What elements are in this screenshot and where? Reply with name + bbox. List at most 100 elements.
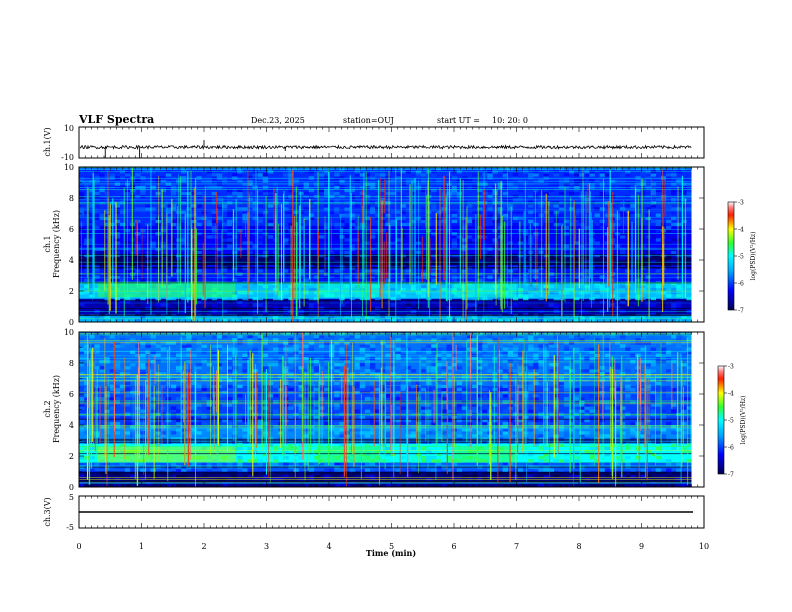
spectrogram-cell [140, 229, 146, 233]
spectrogram-cell [160, 443, 167, 447]
spectrogram-cell [584, 287, 590, 292]
spectrogram-cell [293, 318, 299, 322]
spectrogram-cell [456, 390, 463, 395]
spectrogram-cell [272, 449, 279, 454]
spectrogram-cell [257, 173, 264, 177]
spectrogram-cell [681, 188, 687, 193]
spectrogram-cell [84, 446, 90, 451]
spectrogram-cell [359, 347, 366, 351]
spectrogram-cell [140, 462, 146, 466]
spectrogram-cell [181, 344, 187, 348]
spectrogram-cell [620, 256, 626, 261]
spectrogram-cell [354, 318, 361, 322]
spectrogram-cell [528, 210, 534, 214]
spectrogram-cell [502, 384, 509, 389]
spectrogram-cell [288, 188, 294, 193]
spectrogram-cell [456, 381, 463, 385]
spectrogram-cell [517, 241, 524, 245]
spectrogram-cell [676, 294, 682, 298]
spectrogram-cell [324, 191, 330, 196]
spectrogram-cell [339, 167, 345, 171]
spectrogram-cell [298, 216, 304, 220]
spectrogram-cell [477, 309, 483, 313]
spectrogram-cell [477, 207, 483, 211]
spectrogram-cell [293, 409, 299, 413]
spectrogram-cell [645, 253, 651, 258]
spectrogram-cell [477, 204, 483, 208]
spectrogram-cell [124, 353, 131, 358]
spectrogram-cell [334, 390, 340, 395]
spectrogram-cell [405, 415, 412, 420]
spectrogram-cell [308, 303, 315, 307]
spectrogram-cell [247, 241, 253, 245]
spectrogram-cell [324, 366, 330, 370]
spectrogram-cell [298, 449, 304, 454]
spectrogram-cell [359, 381, 366, 385]
spectrogram-cell [482, 315, 488, 320]
spectrogram-cell [232, 474, 238, 478]
spectrogram-cell [334, 431, 340, 435]
spectrogram-cell [262, 347, 269, 351]
spectrogram-cell [201, 387, 207, 392]
spectrogram-cell [477, 229, 483, 233]
spectrogram-cell [165, 297, 172, 301]
spectrogram-cell [181, 210, 187, 214]
spectrogram-cell [410, 250, 417, 255]
spectrogram-cell [196, 216, 202, 220]
spectrogram-cell [318, 359, 325, 364]
spectrogram-cell [252, 173, 258, 177]
spectrogram-cell [400, 315, 406, 320]
spectrogram-cell [109, 471, 116, 475]
spectrogram-cell [660, 287, 667, 292]
spectrogram-cell [369, 431, 376, 435]
spectrogram-cell [614, 167, 621, 171]
spectrogram-cell [400, 415, 406, 420]
spectrogram-cell [461, 179, 468, 183]
spectrogram-cell [84, 456, 90, 460]
spectrogram-cell [175, 474, 182, 478]
spectrogram-cell [104, 179, 110, 183]
spectrogram-cell [548, 229, 554, 233]
spectrogram-cell [420, 229, 427, 233]
spectrogram-cell [344, 384, 350, 389]
spectrogram-cell [558, 213, 565, 217]
spectrogram-cell [227, 409, 233, 413]
spectrogram-cell [339, 219, 345, 224]
spectrogram-cell [344, 434, 350, 438]
spectrogram-cell [400, 219, 406, 224]
spectrogram-cell [237, 250, 243, 255]
spectrogram-cell [461, 428, 468, 432]
spectrogram-cell [569, 207, 575, 211]
spectrogram-cell [262, 179, 269, 183]
spectrogram-cell [390, 303, 396, 307]
spectrogram-cell [79, 338, 85, 342]
spectrogram-cell [242, 428, 248, 432]
spectrogram-cell [579, 309, 585, 313]
spectrogram-cell [119, 403, 126, 407]
spectrogram-cell [451, 269, 458, 273]
spectrogram-cell [599, 300, 606, 304]
spectrogram-cell [211, 256, 218, 261]
spectrogram-cell [405, 474, 412, 478]
spectrogram-cell [466, 394, 473, 398]
spectrogram-cell [175, 359, 182, 364]
spectrogram-cell [344, 188, 350, 193]
spectrogram-cell [620, 312, 626, 317]
spectrogram-cell [196, 167, 202, 171]
spectrogram-cell [318, 443, 325, 447]
spectrogram-cell [262, 452, 269, 457]
spectrogram-cell [558, 167, 565, 171]
spectrogram-cell [221, 179, 228, 183]
spectrogram-cell [114, 372, 121, 376]
spectrogram-cell [170, 350, 177, 354]
spectrogram-cell [431, 350, 437, 354]
spectrogram-cell [405, 468, 412, 472]
spectrogram-cell [461, 418, 468, 423]
spectrogram-cell [665, 260, 672, 264]
spectrogram-cell [431, 300, 437, 304]
spectrogram-cell [201, 260, 207, 264]
spectrogram-cell [400, 387, 406, 392]
spectrogram-cell [140, 431, 146, 435]
spectrogram-cell [242, 167, 248, 171]
spectrogram-cell [466, 409, 473, 413]
